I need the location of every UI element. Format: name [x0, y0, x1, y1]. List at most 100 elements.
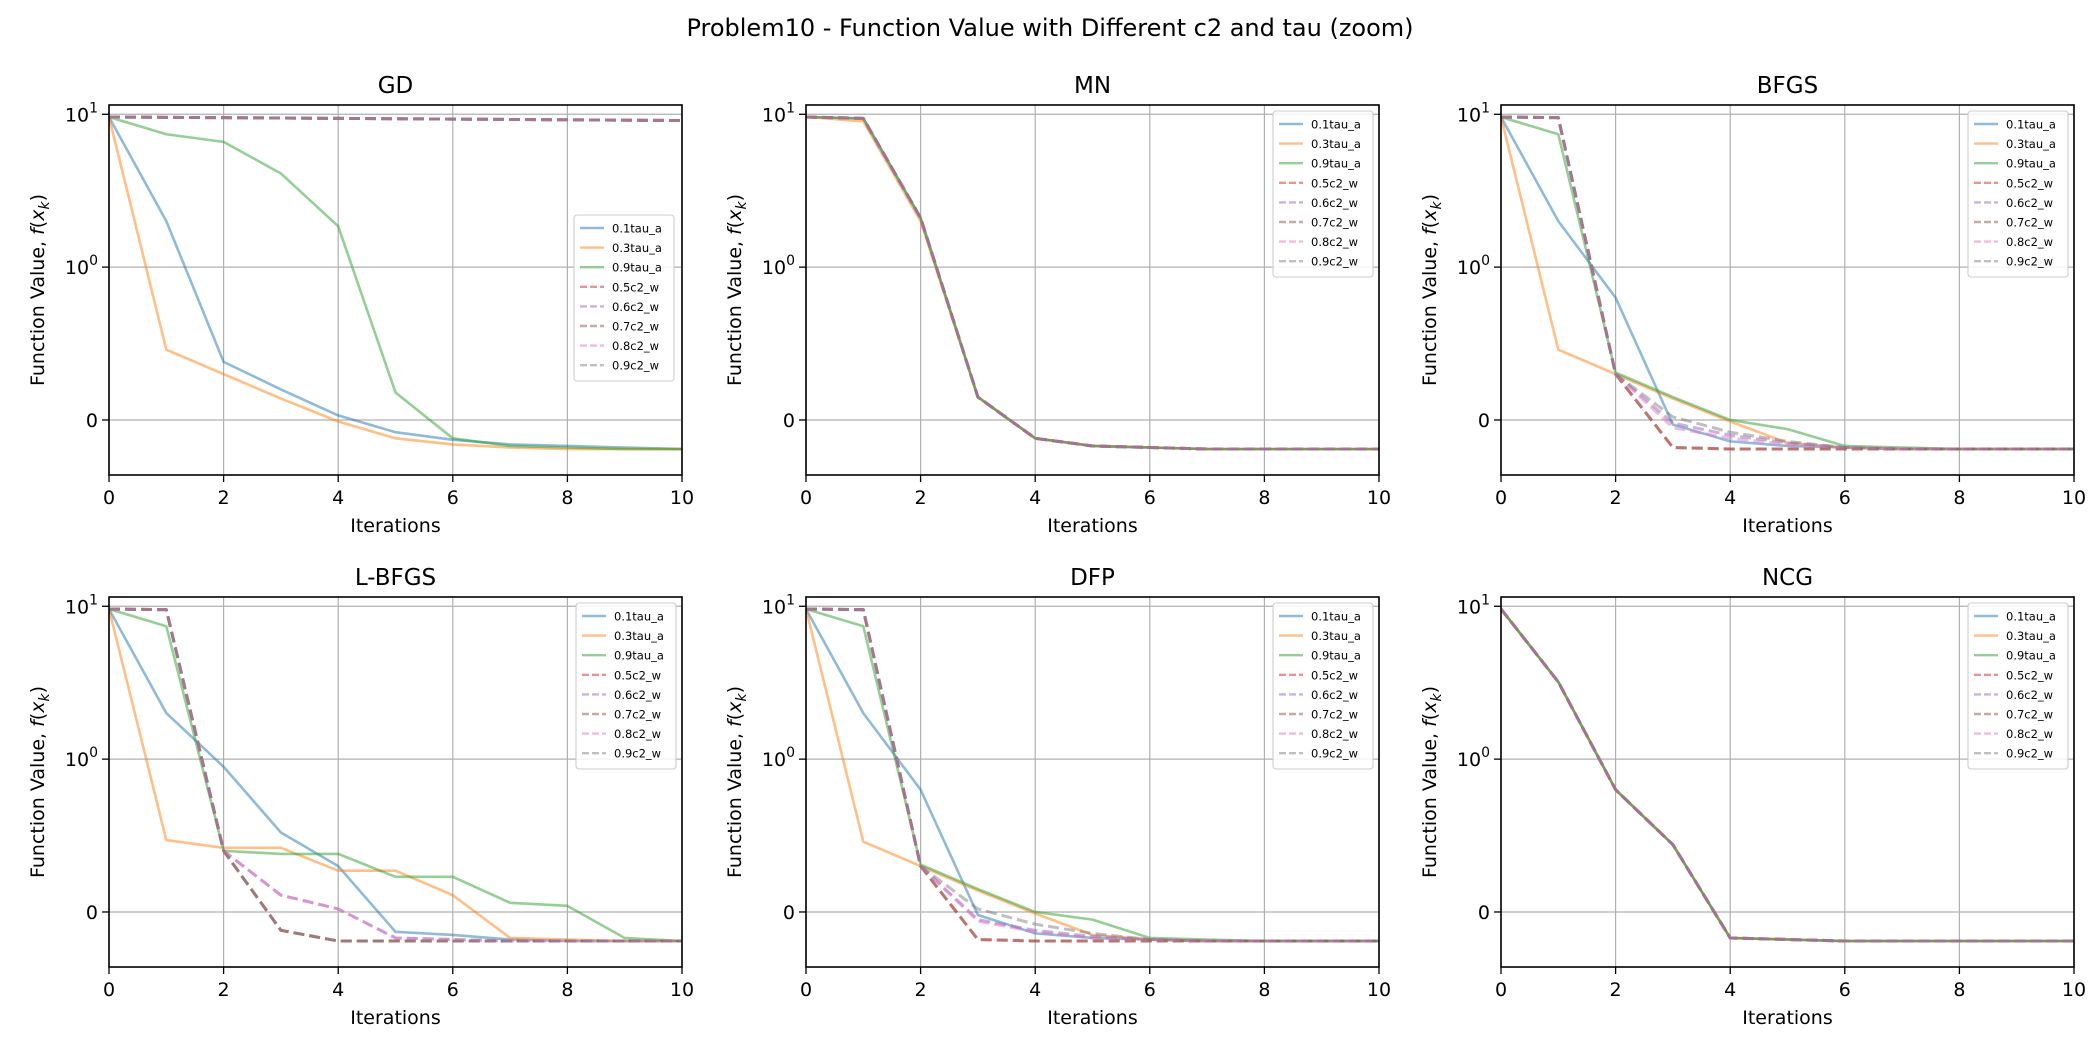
x-tick-label: 0	[103, 979, 115, 1001]
subplot-title: GD	[378, 73, 414, 99]
x-tick-label: 8	[1258, 979, 1270, 1001]
legend-label-0.7c2_w: 0.7c2_w	[1311, 216, 1358, 230]
legend-label-0.5c2_w: 0.5c2_w	[2006, 668, 2053, 682]
legend-label-0.9tau_a: 0.9tau_a	[1311, 649, 1361, 663]
legend-box	[1272, 110, 1374, 278]
legend-label-0.6c2_w: 0.6c2_w	[614, 688, 661, 702]
x-tick-label: 6	[1839, 979, 1851, 1001]
axes-frame	[1500, 596, 2075, 968]
y-tick-label: 101	[762, 592, 795, 618]
x-tick-label: 10	[2062, 979, 2086, 1001]
y-tick-label: 100	[1457, 253, 1490, 279]
y-tick-label: 100	[65, 253, 98, 279]
axes-frame	[1500, 104, 2075, 476]
x-tick-label: 4	[332, 487, 344, 509]
legend-label-0.6c2_w: 0.6c2_w	[2006, 196, 2053, 210]
subplot-title: L-BFGS	[355, 565, 436, 591]
legend-label-0.6c2_w: 0.6c2_w	[612, 300, 659, 314]
legend-label-0.8c2_w: 0.8c2_w	[2006, 235, 2053, 249]
y-tick-label: 0	[1478, 410, 1490, 432]
x-tick-label: 6	[447, 979, 459, 1001]
axes-frame	[108, 104, 683, 476]
y-axis-label: Function Value, f(xk)	[724, 686, 750, 878]
legend-label-0.1tau_a: 0.1tau_a	[614, 610, 664, 624]
legend-box	[573, 214, 675, 382]
series-line-0.9tau_a	[109, 115, 682, 451]
legend-label-0.6c2_w: 0.6c2_w	[2006, 688, 2053, 702]
figure-title: Problem10 - Function Value with Differen…	[686, 14, 1414, 42]
legend-label-0.9tau_a: 0.9tau_a	[2006, 649, 2056, 663]
series-line-0.9c2_w	[109, 115, 682, 123]
legend-label-0.9c2_w: 0.9c2_w	[2006, 747, 2053, 761]
x-tick-label: 4	[332, 979, 344, 1001]
x-tick-label: 4	[1724, 979, 1736, 1001]
legend-label-0.7c2_w: 0.7c2_w	[2006, 708, 2053, 722]
x-tick-label: 2	[1610, 979, 1622, 1001]
x-tick-label: 6	[447, 487, 459, 509]
y-tick-label: 101	[1457, 592, 1490, 618]
y-tick-label: 0	[1478, 902, 1490, 924]
x-tick-label: 8	[561, 487, 573, 509]
legend-label-0.5c2_w: 0.5c2_w	[614, 668, 661, 682]
legend: 0.1tau_a 0.3tau_a 0.9tau_a 0.5c2_w 0.6c2_w 0.…	[575, 602, 677, 770]
y-axis-label: Function Value, f(xk)	[27, 686, 53, 878]
subplot-title: NCG	[1762, 565, 1813, 591]
x-tick-label: 0	[800, 979, 812, 1001]
axes-frame	[108, 596, 683, 968]
y-tick-label: 100	[762, 253, 795, 279]
legend: 0.1tau_a 0.3tau_a 0.9tau_a 0.5c2_w 0.6c2_w 0.…	[1272, 602, 1374, 770]
y-axis-label: Function Value, f(xk)	[27, 194, 53, 386]
x-axis-label: Iterations	[1047, 515, 1138, 537]
legend-label-0.9c2_w: 0.9c2_w	[2006, 255, 2053, 269]
x-axis-label: Iterations	[1742, 1007, 1833, 1029]
series-line-0.9c2_w	[109, 607, 682, 943]
axes-frame	[805, 104, 1380, 476]
y-tick-label: 101	[65, 100, 98, 126]
y-tick-label: 101	[1457, 100, 1490, 126]
legend-label-0.9tau_a: 0.9tau_a	[612, 261, 662, 275]
series-line-0.9c2_w	[1501, 115, 2074, 451]
legend-label-0.8c2_w: 0.8c2_w	[2006, 727, 2053, 741]
legend: 0.1tau_a 0.3tau_a 0.9tau_a 0.5c2_w 0.6c2_w 0.…	[573, 214, 675, 382]
y-tick-label: 101	[762, 100, 795, 126]
legend-label-0.3tau_a: 0.3tau_a	[1311, 629, 1361, 643]
x-tick-label: 4	[1029, 979, 1041, 1001]
legend-label-0.1tau_a: 0.1tau_a	[2006, 610, 2056, 624]
legend-label-0.5c2_w: 0.5c2_w	[612, 280, 659, 294]
legend-label-0.7c2_w: 0.7c2_w	[1311, 708, 1358, 722]
legend-label-0.9tau_a: 0.9tau_a	[614, 649, 664, 663]
y-axis-label: Function Value, f(xk)	[1419, 686, 1445, 878]
legend-label-0.6c2_w: 0.6c2_w	[1311, 196, 1358, 210]
legend-label-0.3tau_a: 0.3tau_a	[612, 241, 662, 255]
x-axis-label: Iterations	[1047, 1007, 1138, 1029]
legend-label-0.7c2_w: 0.7c2_w	[2006, 216, 2053, 230]
legend: 0.1tau_a 0.3tau_a 0.9tau_a 0.5c2_w 0.6c2_w 0.…	[1967, 110, 2069, 278]
legend-label-0.1tau_a: 0.1tau_a	[2006, 118, 2056, 132]
legend-label-0.3tau_a: 0.3tau_a	[2006, 629, 2056, 643]
legend-label-0.8c2_w: 0.8c2_w	[612, 339, 659, 353]
x-tick-label: 4	[1724, 487, 1736, 509]
subplot-title: DFP	[1070, 565, 1115, 591]
x-tick-label: 2	[915, 487, 927, 509]
legend-label-0.3tau_a: 0.3tau_a	[1311, 137, 1361, 151]
x-tick-label: 0	[800, 487, 812, 509]
legend-label-0.9tau_a: 0.9tau_a	[1311, 157, 1361, 171]
x-tick-label: 8	[1953, 979, 1965, 1001]
series-line-0.1tau_a	[109, 116, 682, 451]
x-tick-label: 0	[1495, 979, 1507, 1001]
x-tick-label: 2	[218, 487, 230, 509]
legend-label-0.9c2_w: 0.9c2_w	[612, 359, 659, 373]
y-tick-label: 0	[86, 410, 98, 432]
legend-box	[575, 602, 677, 770]
x-axis-label: Iterations	[1742, 515, 1833, 537]
legend-label-0.7c2_w: 0.7c2_w	[612, 320, 659, 334]
legend-label-0.1tau_a: 0.1tau_a	[1311, 118, 1361, 132]
x-tick-label: 8	[1258, 487, 1270, 509]
x-tick-label: 6	[1839, 487, 1851, 509]
x-tick-label: 10	[2062, 487, 2086, 509]
y-tick-label: 100	[65, 745, 98, 771]
legend-label-0.8c2_w: 0.8c2_w	[614, 727, 661, 741]
